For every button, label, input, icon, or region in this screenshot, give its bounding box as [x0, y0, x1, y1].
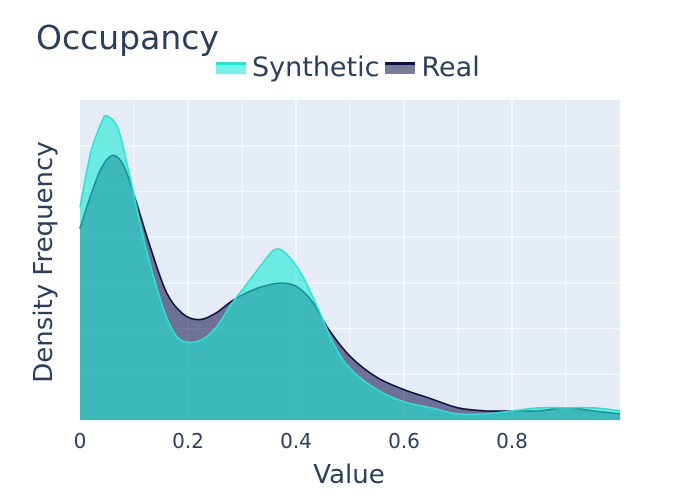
x-tick-label: 0.8	[496, 429, 528, 453]
legend[interactable]: Synthetic Real	[216, 52, 486, 83]
x-axis-title: Value	[313, 460, 385, 490]
chart-title: Occupancy	[36, 18, 219, 57]
legend-item-synthetic[interactable]: Synthetic	[216, 52, 379, 83]
area-fill-synthetic	[80, 115, 620, 420]
x-tick-label: 0	[74, 429, 87, 453]
legend-label-synthetic: Synthetic	[252, 52, 380, 83]
series-line-synthetic	[79, 114, 621, 416]
legend-swatch-real	[385, 61, 416, 74]
y-axis-title: Density Frequency	[29, 141, 59, 383]
x-tick-label: 0.2	[172, 429, 204, 453]
legend-item-real[interactable]: Real	[385, 52, 480, 83]
x-tick-label: 0.4	[280, 429, 312, 453]
series-layer	[79, 114, 621, 420]
x-tick-label: 0.6	[388, 429, 420, 453]
legend-swatch-synthetic	[216, 61, 246, 74]
x-tick-labels: 0 0.2 0.4 0.6 0.8	[74, 429, 528, 453]
legend-label-real: Real	[421, 52, 480, 83]
